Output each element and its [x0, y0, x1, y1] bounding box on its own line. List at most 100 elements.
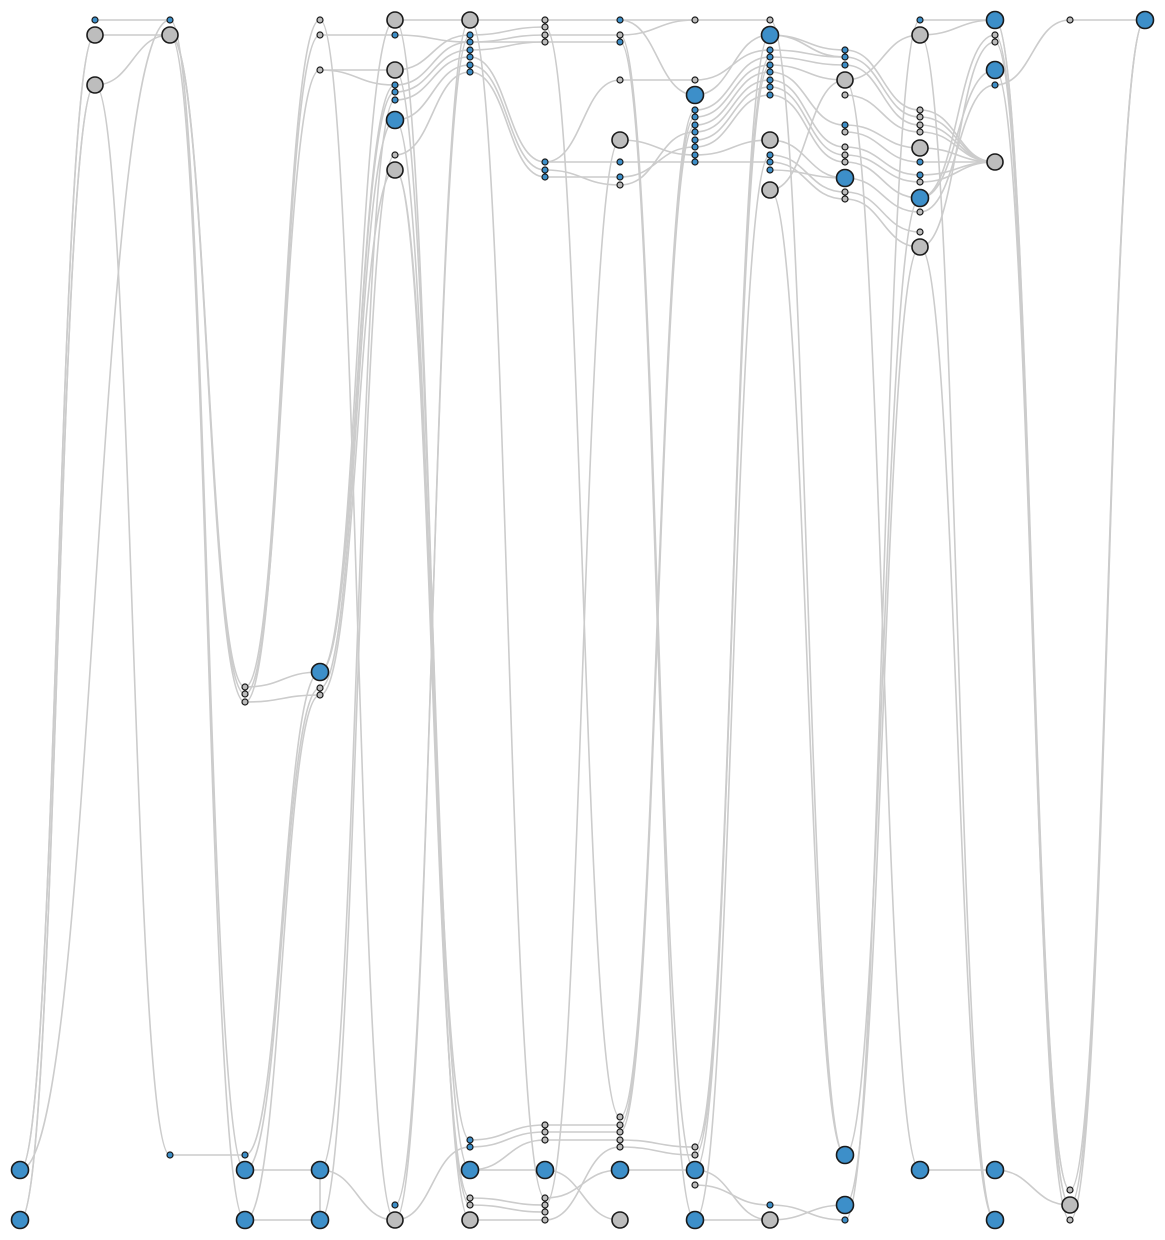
graph-edge: [394, 34, 471, 43]
small-blue-node: [166, 1151, 174, 1159]
small-gray-node: [916, 228, 924, 236]
graph-edge: [394, 64, 471, 121]
small-gray-node: [841, 188, 849, 196]
small-gray-node: [241, 690, 249, 698]
graph-edge: [844, 198, 921, 248]
graph-edge: [919, 34, 996, 1221]
small-gray-node: [616, 1113, 624, 1121]
small-gray-node: [916, 178, 924, 186]
small-gray-node: [916, 208, 924, 216]
graph-edge: [469, 34, 546, 43]
graph-edge: [769, 56, 846, 66]
graph-edge: [769, 71, 846, 126]
large-blue-node: [760, 25, 780, 45]
graph-edge: [544, 79, 621, 163]
graph-edge: [769, 19, 846, 1156]
small-blue-node: [391, 81, 399, 89]
small-blue-node: [841, 121, 849, 129]
graph-edge: [319, 69, 396, 86]
large-blue-node: [535, 1160, 555, 1180]
graph-edge: [19, 34, 96, 1171]
graph-edge: [244, 694, 321, 703]
large-gray-node: [761, 1211, 779, 1229]
graph-edge: [544, 139, 621, 1206]
large-blue-node: [910, 1160, 930, 1180]
small-blue-node: [766, 68, 774, 76]
large-blue-node: [985, 10, 1005, 30]
large-blue-node: [310, 1210, 330, 1230]
small-blue-node: [766, 158, 774, 166]
graph-edge: [169, 34, 246, 1221]
small-gray-node: [841, 128, 849, 136]
large-blue-node: [685, 85, 705, 105]
graph-edge: [919, 41, 996, 248]
graph-edge: [169, 34, 246, 703]
small-blue-node: [391, 31, 399, 39]
graph-edge: [469, 56, 546, 163]
node-layer: [10, 10, 1155, 1230]
small-gray-node: [241, 683, 249, 691]
graph-edge: [919, 34, 996, 199]
large-gray-node: [386, 61, 404, 79]
graph-edge: [919, 246, 996, 1221]
small-blue-node: [766, 151, 774, 159]
graph-edge: [694, 1169, 771, 1221]
graph-edge: [769, 1204, 846, 1221]
large-gray-node: [1061, 1196, 1079, 1214]
small-blue-node: [466, 38, 474, 46]
small-blue-node: [841, 53, 849, 61]
large-gray-node: [761, 181, 779, 199]
graph-edge: [319, 154, 396, 1221]
graph-edge: [319, 119, 396, 689]
large-blue-node: [310, 662, 330, 682]
large-blue-node: [685, 1160, 705, 1180]
small-gray-node: [466, 1194, 474, 1202]
graph-edge: [694, 64, 771, 1156]
graph-edge: [844, 94, 921, 133]
small-blue-node: [841, 1216, 849, 1224]
small-gray-node: [541, 1128, 549, 1136]
graph-edge: [244, 34, 321, 703]
small-blue-node: [616, 173, 624, 181]
small-blue-node: [541, 158, 549, 166]
graph-edge: [994, 1169, 1071, 1206]
small-gray-node: [691, 16, 699, 24]
graph-edge: [844, 161, 921, 199]
graph-edge: [94, 34, 171, 86]
small-blue-node: [91, 16, 99, 24]
graph-edge: [844, 131, 921, 163]
small-gray-node: [691, 76, 699, 84]
graph-edge: [919, 19, 996, 36]
small-blue-node: [766, 61, 774, 69]
large-blue-node: [10, 1160, 30, 1180]
small-blue-node: [691, 136, 699, 144]
graph-edge: [844, 56, 921, 118]
large-blue-node: [685, 1210, 705, 1230]
small-gray-node: [541, 1194, 549, 1202]
large-gray-node: [161, 26, 179, 44]
small-blue-node: [766, 166, 774, 174]
small-gray-node: [616, 1128, 624, 1136]
graph-edge: [844, 34, 921, 81]
large-gray-node: [86, 76, 104, 94]
graph-edge: [469, 64, 546, 171]
large-blue-node: [835, 168, 855, 188]
graph-edge: [994, 19, 1071, 86]
graph-edge: [469, 41, 546, 51]
large-gray-node: [911, 238, 929, 256]
large-blue-node: [1135, 10, 1155, 30]
small-gray-node: [616, 76, 624, 84]
small-gray-node: [1066, 1216, 1074, 1224]
large-gray-node: [911, 139, 929, 157]
large-blue-node: [235, 1160, 255, 1180]
graph-edge: [994, 69, 1071, 1206]
small-blue-node: [616, 38, 624, 46]
graph-edge: [319, 19, 396, 673]
graph-edge: [619, 19, 696, 96]
graph-edge: [394, 119, 471, 1206]
graph-edge: [469, 19, 546, 1199]
small-blue-node: [466, 53, 474, 61]
graph-edge: [319, 91, 396, 673]
